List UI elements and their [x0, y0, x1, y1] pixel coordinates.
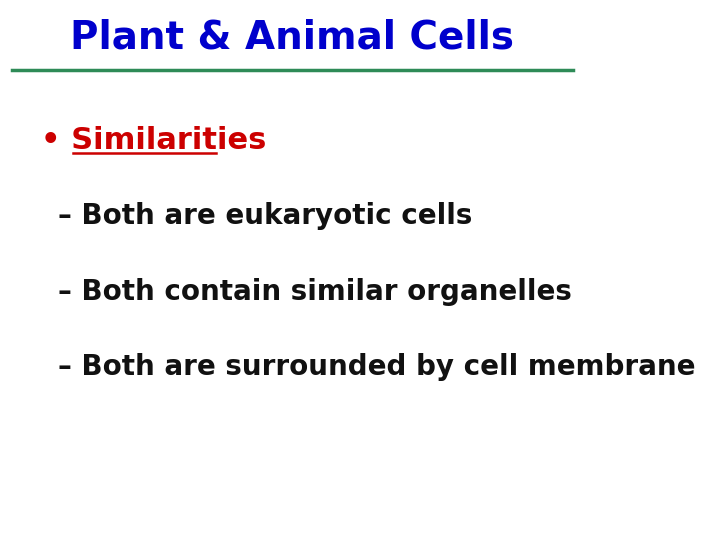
Text: – Both contain similar organelles: – Both contain similar organelles	[58, 278, 572, 306]
Text: Plant & Animal Cells: Plant & Animal Cells	[71, 19, 514, 57]
Text: – Both are eukaryotic cells: – Both are eukaryotic cells	[58, 202, 473, 230]
Text: – Both are surrounded by cell membrane: – Both are surrounded by cell membrane	[58, 353, 696, 381]
Text: • Similarities: • Similarities	[41, 126, 266, 155]
